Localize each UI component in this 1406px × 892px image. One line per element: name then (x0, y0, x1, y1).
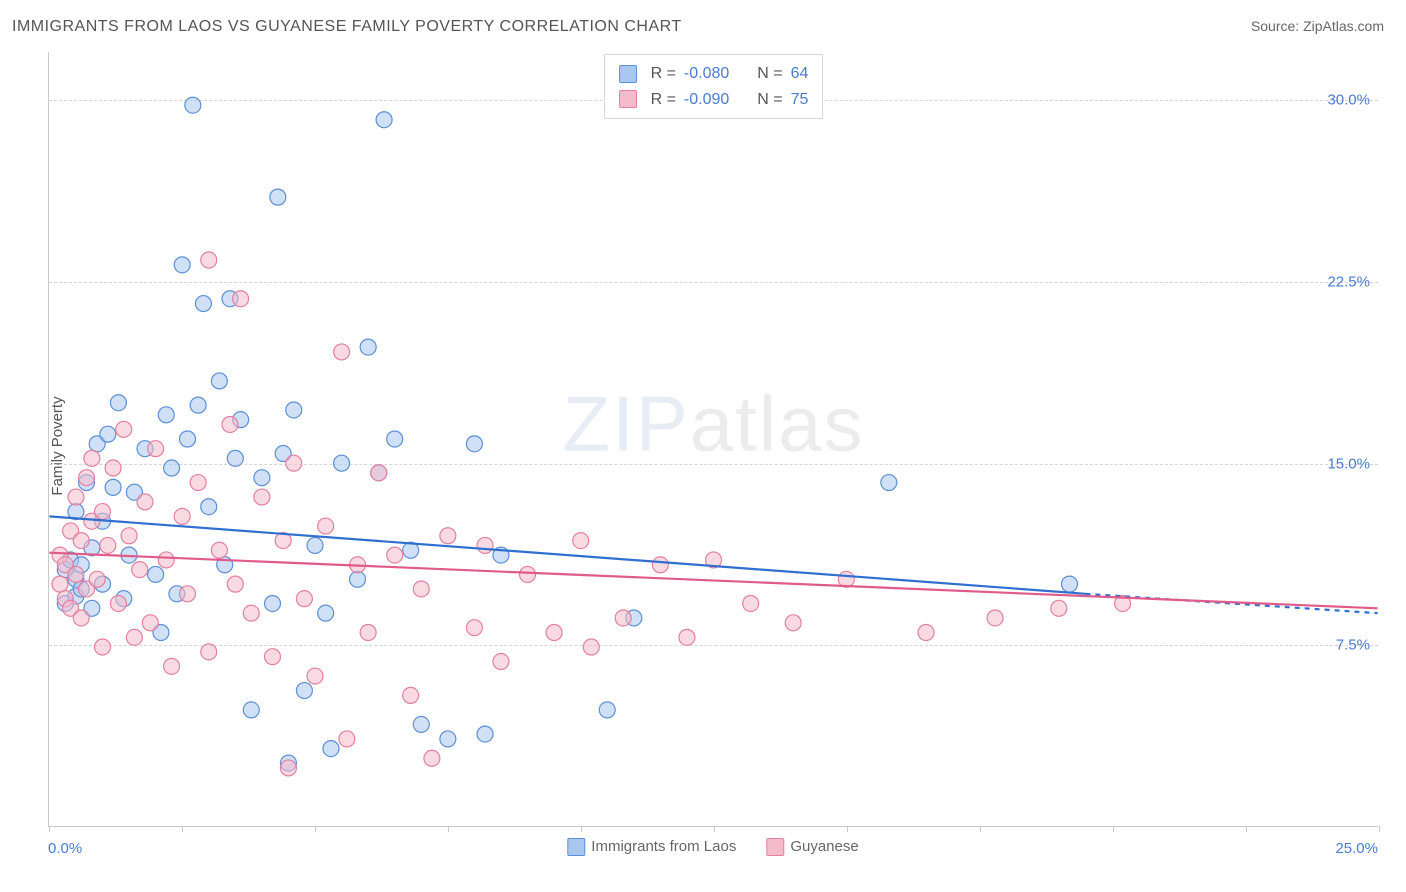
n-label: N = (757, 61, 782, 87)
correlation-legend-row: R = -0.090 N = 75 (619, 87, 809, 113)
trend-line-extension (1085, 594, 1377, 613)
x-tick (448, 826, 449, 832)
r-label: R = (651, 61, 676, 87)
trend-line (49, 516, 1085, 593)
plot-area: R = -0.080N = 64R = -0.090N = 75 ZIPatla… (48, 52, 1378, 827)
x-tick (581, 826, 582, 832)
x-tick (1379, 826, 1380, 832)
r-value: -0.080 (684, 61, 729, 87)
n-value: 75 (791, 87, 809, 113)
x-tick (315, 826, 316, 832)
x-tick (980, 826, 981, 832)
x-tick (847, 826, 848, 832)
chart-title: IMMIGRANTS FROM LAOS VS GUYANESE FAMILY … (12, 18, 682, 36)
legend-label: Guyanese (790, 838, 858, 855)
legend-swatch (567, 838, 585, 856)
legend-swatch (619, 90, 637, 108)
x-max-label: 25.0% (1335, 840, 1378, 857)
legend-item: Guyanese (766, 838, 858, 856)
n-value: 64 (791, 61, 809, 87)
x-axis-labels: 0.0% Immigrants from Laos Guyanese 25.0% (48, 840, 1378, 870)
legend-item: Immigrants from Laos (567, 838, 736, 856)
legend-swatch (766, 838, 784, 856)
x-tick (49, 826, 50, 832)
trend-line (49, 553, 1377, 609)
r-value: -0.090 (684, 87, 729, 113)
source-name: ZipAtlas.com (1303, 18, 1384, 34)
source-prefix: Source: (1251, 18, 1303, 34)
n-label: N = (757, 87, 782, 113)
x-min-label: 0.0% (48, 840, 82, 857)
source-attribution: Source: ZipAtlas.com (1251, 18, 1384, 34)
correlation-legend: R = -0.080 N = 64 R = -0.090 N = 75 (604, 54, 824, 119)
x-tick (182, 826, 183, 832)
series-legend: Immigrants from Laos Guyanese (567, 838, 858, 856)
legend-label: Immigrants from Laos (591, 838, 736, 855)
x-tick (714, 826, 715, 832)
correlation-legend-row: R = -0.080 N = 64 (619, 61, 809, 87)
legend-swatch (619, 65, 637, 83)
trend-lines-layer (49, 52, 1378, 826)
x-tick (1113, 826, 1114, 832)
x-tick (1246, 826, 1247, 832)
r-label: R = (651, 87, 676, 113)
